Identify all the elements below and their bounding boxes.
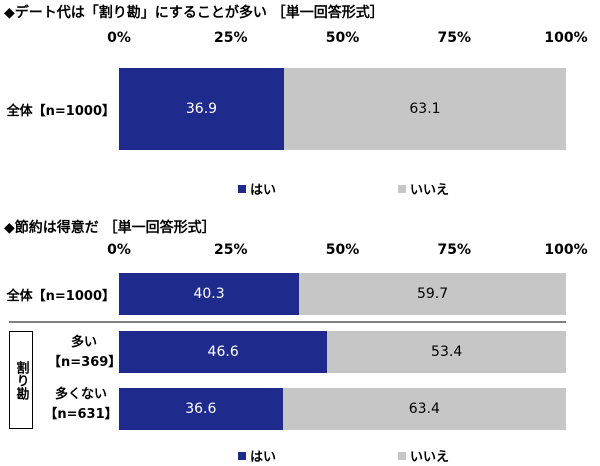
- chart2-bar-label-2-no: 63.4: [408, 401, 440, 417]
- chart2-bar-label-0-yes: 40.3: [193, 286, 225, 302]
- chart2-bar-label-1-no: 53.4: [431, 344, 463, 360]
- chart2-row-label-many: 多い 【n=369】: [48, 333, 122, 373]
- chart1-row-label: 全体【n=1000】: [6, 104, 115, 119]
- legend-no-swatch: [398, 184, 406, 193]
- chart2-group-divider: [9, 321, 566, 323]
- chart1-tick-2: 50%: [325, 30, 360, 46]
- chart1-tick-4: 100%: [544, 30, 588, 46]
- chart2-plot-area: 40.3 59.7 46.6 53.4 36.6 63.4: [119, 268, 566, 434]
- chart2-tick-4: 100%: [544, 242, 588, 258]
- chart2-tick-2: 50%: [325, 242, 360, 258]
- row-label-line1: 多くない: [54, 387, 107, 402]
- chart2-bar-1-no: [327, 331, 566, 373]
- chart1-bar-label-0-no: 63.1: [409, 101, 441, 117]
- chart1-tick-3: 75%: [437, 30, 472, 46]
- chart2-legend-yes: はい: [238, 446, 276, 465]
- chart2-group-label: 割り勘: [9, 331, 33, 429]
- legend-no-label: いいえ: [410, 183, 450, 198]
- chart1-legend-yes: はい: [238, 179, 276, 198]
- chart2-tick-3: 75%: [437, 242, 472, 258]
- chart2-row-label-few: 多くない 【n=631】: [40, 385, 122, 425]
- legend-yes-label: はい: [250, 450, 277, 465]
- chart2-tick-0: 0%: [107, 242, 131, 258]
- legend-yes-label: はい: [250, 183, 277, 198]
- chart1-title: ◆デート代は「割り勘」にすることが多い ［単一回答形式］: [4, 5, 384, 21]
- chart2-bar-1-yes: [119, 331, 328, 373]
- chart2-bar-label-1-yes: 46.6: [207, 344, 239, 360]
- row-label-line2: 【n=369】: [48, 355, 122, 370]
- chart2-legend-no: いいえ: [398, 446, 449, 465]
- chart1-bar-0-no: [283, 68, 566, 150]
- chart2-bar-label-0-no: 59.7: [416, 286, 449, 302]
- chart2-bar-2-no: [282, 388, 566, 430]
- legend-yes-swatch: [238, 451, 246, 460]
- chart2-title: ◆節約は得意だ ［単一回答形式］: [4, 220, 216, 236]
- legend-no-label: いいえ: [410, 450, 450, 465]
- chart2-row-label-total: 全体【n=1000】: [6, 289, 115, 304]
- chart2-bar-label-2-yes: 36.6: [185, 401, 217, 417]
- legend-no-swatch: [398, 451, 406, 460]
- legend-yes-swatch: [238, 184, 246, 193]
- row-label-line2: 【n=631】: [44, 407, 118, 422]
- chart2-tick-1: 25%: [213, 242, 248, 258]
- chart1-legend-no: いいえ: [398, 179, 449, 198]
- chart2-bar-0-yes: [119, 273, 300, 315]
- chart1-plot-area: 36.9 63.1: [119, 68, 566, 150]
- chart1-tick-1: 25%: [213, 30, 248, 46]
- chart1-bar-label-0-yes: 36.9: [185, 101, 218, 117]
- chart2-bar-2-yes: [119, 388, 283, 430]
- chart1-tick-0: 0%: [107, 30, 131, 46]
- chart1-bar-0-yes: [119, 68, 284, 150]
- chart2-bar-0-no: [299, 273, 566, 315]
- row-label-line1: 多い: [70, 335, 97, 350]
